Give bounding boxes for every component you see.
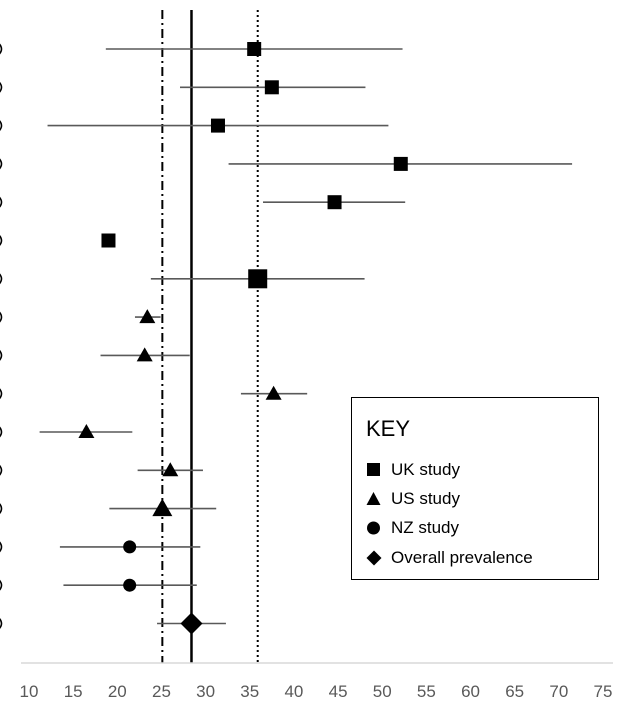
legend-title: KEY [366, 416, 411, 441]
x-tick-label: 35 [240, 682, 259, 701]
legend-item-us: US study [366, 488, 460, 510]
square-marker [210, 118, 225, 133]
square-marker [264, 80, 279, 95]
x-tick-label: 25 [152, 682, 171, 701]
row-label-bracket [0, 388, 3, 400]
circle-marker-icon [367, 521, 380, 535]
legend-label-us: US study [391, 489, 460, 508]
square-marker-icon [367, 463, 380, 476]
legend-label-overall: Overall prevalence [391, 548, 533, 567]
row-label-bracket [0, 426, 3, 438]
triangle-marker [265, 385, 282, 400]
x-tick-label: 10 [20, 682, 39, 701]
triangle-marker-icon [366, 492, 381, 505]
square-marker [247, 42, 262, 56]
legend-item-overall: Overall prevalence [366, 547, 533, 569]
square-marker [101, 233, 116, 248]
x-tick-label: 50 [373, 682, 392, 701]
x-tick-label: 65 [505, 682, 524, 701]
row-label-bracket [0, 464, 3, 476]
x-tick-label: 55 [417, 682, 436, 701]
x-tick-label: 60 [461, 682, 480, 701]
x-tick-label: 75 [594, 682, 613, 701]
row-label-bracket [0, 158, 3, 170]
row-label-bracket [0, 618, 3, 629]
triangle-marker [139, 309, 156, 324]
legend-item-uk: UK study [366, 459, 460, 481]
x-tick-label: 40 [284, 682, 303, 701]
legend-label-nz: NZ study [391, 518, 460, 537]
study-markers [78, 42, 408, 635]
triangle-marker [162, 462, 179, 477]
diamond-marker-icon [366, 550, 382, 566]
row-label-bracket [0, 579, 3, 591]
x-tick-label: 20 [108, 682, 127, 701]
square-marker [248, 269, 268, 289]
circle-marker [123, 540, 137, 554]
left-brackets [0, 43, 3, 629]
x-tick-labels: 10 15 20 25 30 35 40 45 50 55 60 65 70 75 [20, 682, 613, 701]
square-marker [327, 195, 342, 210]
x-tick-label: 45 [329, 682, 348, 701]
circle-marker [123, 578, 137, 592]
legend-label-uk: UK study [391, 460, 460, 479]
row-label-bracket [0, 503, 3, 514]
x-tick-label: 70 [549, 682, 568, 701]
square-marker [393, 156, 408, 171]
row-label-bracket [0, 541, 3, 553]
reference-lines [161, 10, 259, 663]
row-label-bracket [0, 311, 3, 323]
row-label-bracket [0, 235, 3, 246]
triangle-marker [136, 347, 153, 362]
row-label-bracket [0, 273, 3, 285]
legend-item-nz: NZ study [366, 517, 459, 539]
triangle-marker [152, 498, 173, 517]
row-label-bracket [0, 350, 3, 361]
x-tick-label: 30 [196, 682, 215, 701]
row-label-bracket [0, 43, 3, 55]
x-tick-label: 15 [64, 682, 83, 701]
row-label-bracket [0, 120, 3, 131]
triangle-marker [78, 424, 95, 438]
diamond-marker [180, 612, 203, 635]
legend: KEY UK study US study NZ study Overall p… [351, 397, 599, 580]
row-label-bracket [0, 81, 3, 93]
row-label-bracket [0, 196, 3, 208]
